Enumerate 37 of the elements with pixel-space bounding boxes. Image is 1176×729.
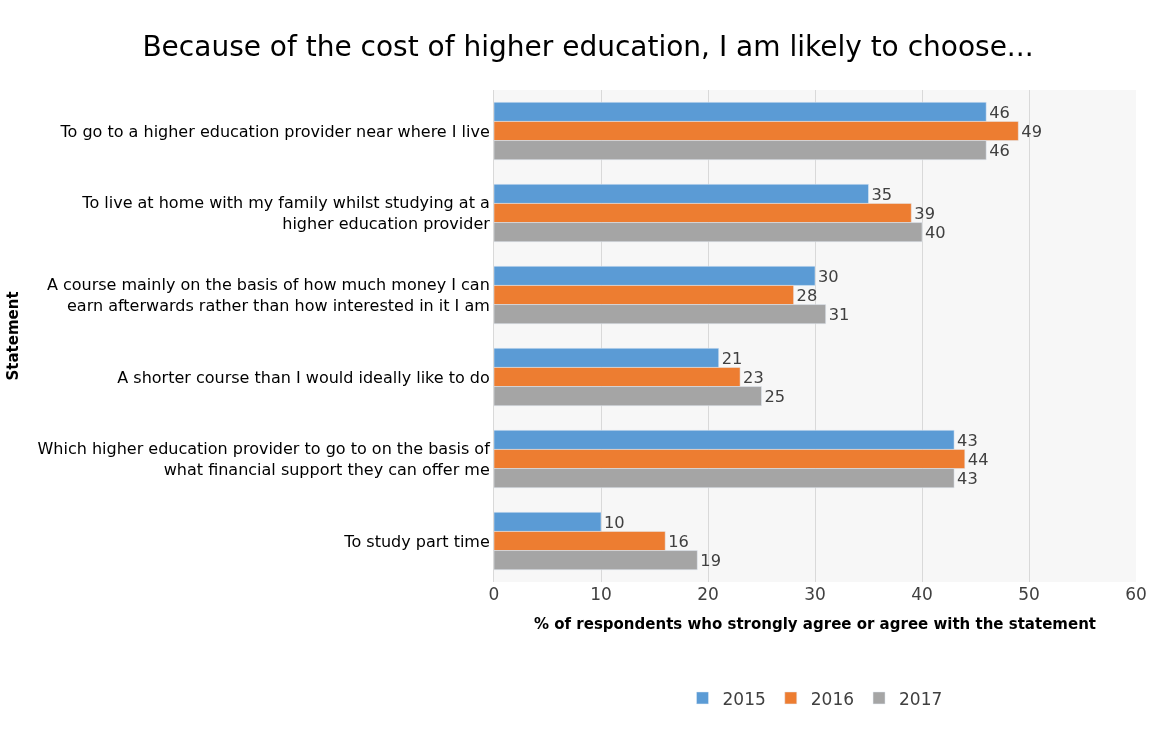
data-label: 49 bbox=[1021, 121, 1042, 141]
y-tick-label: To study part time bbox=[343, 531, 490, 551]
y-tick-label: Which higher education provider to go to on the basis of what financial support they can offer me bbox=[37, 439, 491, 479]
x-tick-label: 10 bbox=[590, 584, 612, 604]
data-label: 31 bbox=[828, 304, 850, 324]
legend-label: 2016 bbox=[810, 688, 855, 709]
data-label: 25 bbox=[764, 386, 786, 406]
chart-title: Because of the cost of higher education, I am likely to choose... bbox=[142, 30, 1034, 64]
legend-label: 2017 bbox=[899, 688, 943, 709]
y-axis-title: Statement bbox=[3, 291, 22, 381]
data-label: 46 bbox=[989, 102, 1010, 122]
data-label: 16 bbox=[668, 531, 689, 551]
x-tick-label: 30 bbox=[804, 584, 826, 604]
x-tick-label: 40 bbox=[911, 584, 933, 604]
data-label: 10 bbox=[604, 512, 625, 532]
legend-label: 2015 bbox=[722, 688, 766, 709]
y-tick-label: To go to a higher education provider near where I live bbox=[59, 121, 490, 141]
data-label: 44 bbox=[967, 449, 989, 469]
data-label: 21 bbox=[721, 348, 743, 368]
data-label: 43 bbox=[957, 468, 978, 488]
x-tick-label: 20 bbox=[697, 584, 719, 604]
data-label: 35 bbox=[871, 184, 893, 204]
x-axis-title: % of respondents who strongly agree or agree with the statement bbox=[534, 615, 1096, 633]
y-tick-label: To live at home with my family whilst studying at a higher education provider bbox=[81, 193, 491, 233]
data-label: 28 bbox=[796, 285, 818, 305]
y-tick-label: A course mainly on the basis of how much money I can earn afterwards rather than how interested in it I am bbox=[46, 275, 490, 315]
data-label: 19 bbox=[700, 550, 721, 570]
data-label: 30 bbox=[818, 266, 839, 286]
data-label: 23 bbox=[743, 367, 764, 387]
data-label: 40 bbox=[925, 222, 946, 242]
x-tick-label: 60 bbox=[1125, 584, 1147, 604]
data-label: 43 bbox=[957, 430, 978, 450]
data-label: 39 bbox=[914, 203, 935, 223]
x-tick-label: 0 bbox=[488, 584, 500, 604]
data-label: 46 bbox=[989, 140, 1010, 160]
y-tick-label: A shorter course than I would ideally like to do bbox=[117, 367, 490, 387]
x-tick-label: 50 bbox=[1018, 584, 1040, 604]
